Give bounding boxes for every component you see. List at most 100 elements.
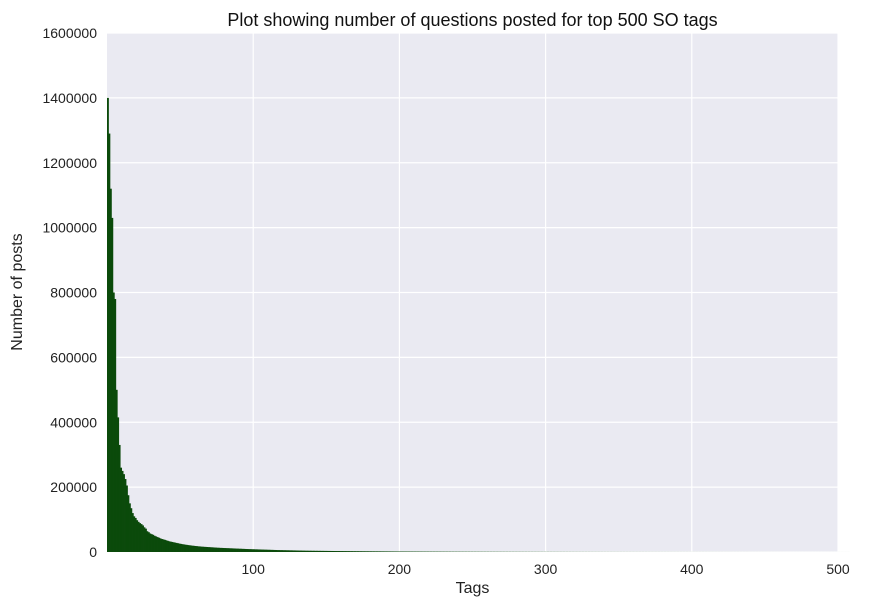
bar <box>270 549 273 552</box>
bar <box>377 551 380 552</box>
bar <box>133 516 136 552</box>
bar <box>241 548 244 552</box>
bar <box>234 548 237 552</box>
bar <box>248 549 251 552</box>
bar <box>349 551 352 552</box>
bar <box>247 549 250 552</box>
bar <box>183 544 185 552</box>
bar <box>194 545 197 552</box>
bar <box>136 520 139 552</box>
bar <box>259 549 261 552</box>
bar <box>390 551 393 552</box>
bar <box>297 550 299 552</box>
bar <box>146 531 149 552</box>
bar <box>279 550 282 552</box>
bar <box>266 549 269 552</box>
bar <box>269 549 272 552</box>
bar <box>389 551 392 552</box>
bar <box>240 548 242 552</box>
bar <box>260 549 263 552</box>
bar <box>342 551 345 552</box>
bar <box>197 546 200 552</box>
bar <box>318 550 321 552</box>
bar <box>286 550 289 552</box>
bar <box>352 551 355 552</box>
bar <box>127 495 130 552</box>
bar <box>142 525 144 552</box>
bar <box>221 547 223 552</box>
bar <box>244 548 247 552</box>
bar <box>178 543 181 552</box>
bar <box>175 542 178 552</box>
bar <box>323 550 326 552</box>
bar <box>181 544 184 552</box>
bar <box>206 547 209 552</box>
bar <box>386 551 389 552</box>
bar <box>387 551 390 552</box>
bar <box>333 551 336 552</box>
bar <box>371 551 374 552</box>
bar <box>280 550 283 552</box>
bar <box>396 551 399 552</box>
bar <box>392 551 394 552</box>
bar <box>143 527 146 552</box>
bar <box>357 551 359 552</box>
bar <box>354 551 356 552</box>
bar <box>222 547 225 552</box>
bar <box>196 546 199 552</box>
bar <box>188 545 191 552</box>
bar <box>209 547 212 552</box>
bar <box>168 541 171 552</box>
bar <box>164 539 166 552</box>
bar <box>304 550 307 552</box>
bar <box>207 547 210 552</box>
bar <box>383 551 386 552</box>
bar <box>367 551 370 552</box>
bar <box>384 551 387 552</box>
bar <box>316 550 318 552</box>
bar <box>126 485 128 552</box>
bar <box>272 549 275 552</box>
bar <box>254 549 257 552</box>
bar <box>238 548 241 552</box>
bar <box>395 551 397 552</box>
bar <box>131 513 134 552</box>
bar <box>165 540 168 552</box>
bar <box>264 549 267 552</box>
bar <box>120 467 123 552</box>
bar <box>276 550 279 552</box>
bar <box>185 544 188 552</box>
bar <box>295 550 298 552</box>
x-tick-label: 200 <box>388 561 412 577</box>
bar <box>114 298 117 552</box>
bar <box>174 542 177 552</box>
bar <box>226 548 229 552</box>
y-tick-label: 1600000 <box>42 25 97 41</box>
bar <box>346 551 349 552</box>
bar <box>109 188 112 552</box>
bar <box>310 550 313 552</box>
bar <box>112 292 115 552</box>
bar <box>210 547 213 552</box>
bar <box>326 550 329 552</box>
bar <box>359 551 362 552</box>
y-tick-label: 200000 <box>50 479 97 495</box>
bar <box>324 550 327 552</box>
bar <box>177 543 180 552</box>
y-tick-label: 1200000 <box>42 155 97 171</box>
bar <box>283 550 286 552</box>
bar <box>288 550 291 552</box>
bar <box>311 550 314 552</box>
bar <box>362 551 365 552</box>
bar <box>223 548 226 552</box>
bar <box>373 551 375 552</box>
bar <box>212 547 215 552</box>
chart-title: Plot showing number of questions posted … <box>227 10 718 30</box>
bar <box>219 547 222 552</box>
bar <box>111 217 114 553</box>
bar <box>329 550 332 552</box>
bar <box>218 547 220 552</box>
bar <box>317 550 320 552</box>
bar <box>139 523 142 552</box>
bar <box>156 537 159 552</box>
